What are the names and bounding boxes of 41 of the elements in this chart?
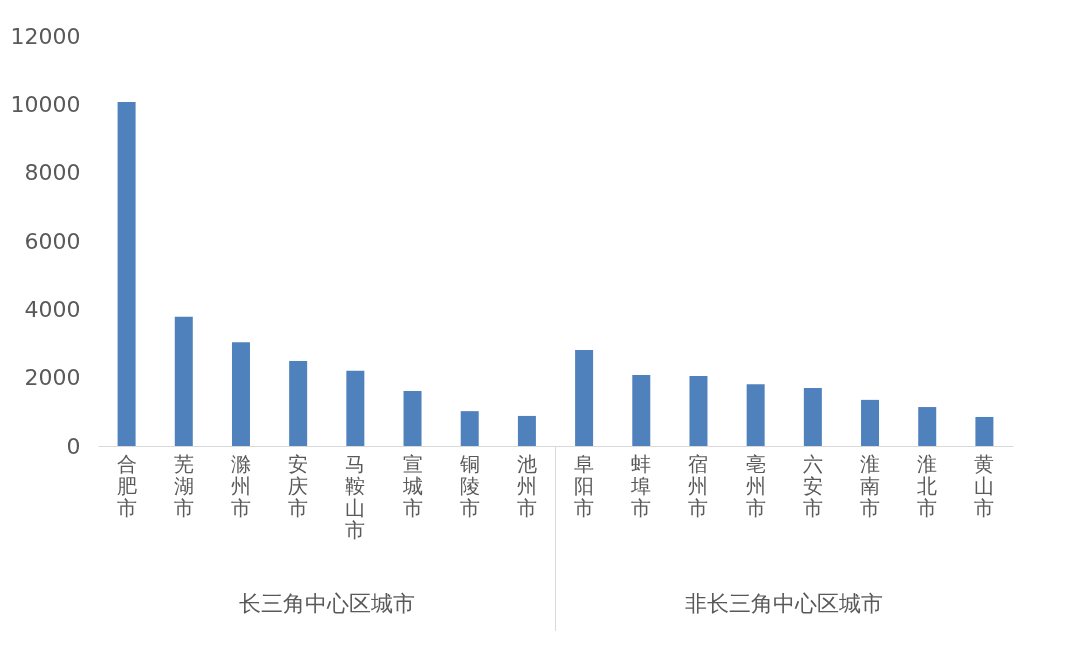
bar [460,411,479,446]
bar [689,375,708,446]
x-tick-label: 淮南市 [860,451,881,520]
x-tick-label: 滁州市 [230,451,251,520]
y-tick-label: 4000 [24,296,81,322]
x-tick-label: 黄山市 [974,451,995,520]
x-tick-label: 铜陵市 [458,451,480,520]
bar [632,374,651,446]
y-tick-label: 6000 [24,228,81,254]
bar [231,342,250,446]
bar [975,416,994,446]
bar [517,415,536,446]
bar [117,101,136,446]
y-tick-label: 0 [66,433,81,459]
text: 非长三角中心区城市 [685,591,884,616]
x-tick-label: 马鞍山市 [345,451,366,542]
x-tick-label: 池州市 [516,451,537,520]
bar [803,387,822,446]
x-tick-label: 宿州市 [688,451,709,520]
x-tick-label: 安庆市 [288,451,309,520]
x-tick-label: 亳州市 [745,451,766,520]
x-tick-label: 芜湖市 [173,451,194,520]
bar [746,384,765,446]
bar [575,349,594,446]
text: 长三角中心区城市 [238,591,415,616]
y-tick-label: 10000 [10,91,81,117]
y-tick-label: 8000 [24,160,81,186]
bar [289,360,308,446]
bar [346,370,365,446]
bar [861,399,880,446]
x-tick-label: 合肥市 [116,451,137,520]
x-tick-label: 阜阳市 [574,451,595,520]
bar [918,407,937,446]
x-tick-label: 蚌埠市 [630,451,652,520]
x-tick-label: 淮北市 [917,451,938,520]
x-tick-label: 宣城市 [401,451,423,520]
bar [174,316,193,446]
bar [403,390,422,446]
x-tick-label: 六安市 [802,451,823,520]
y-tick-label: 12000 [10,23,81,49]
y-tick-label: 2000 [24,365,81,391]
